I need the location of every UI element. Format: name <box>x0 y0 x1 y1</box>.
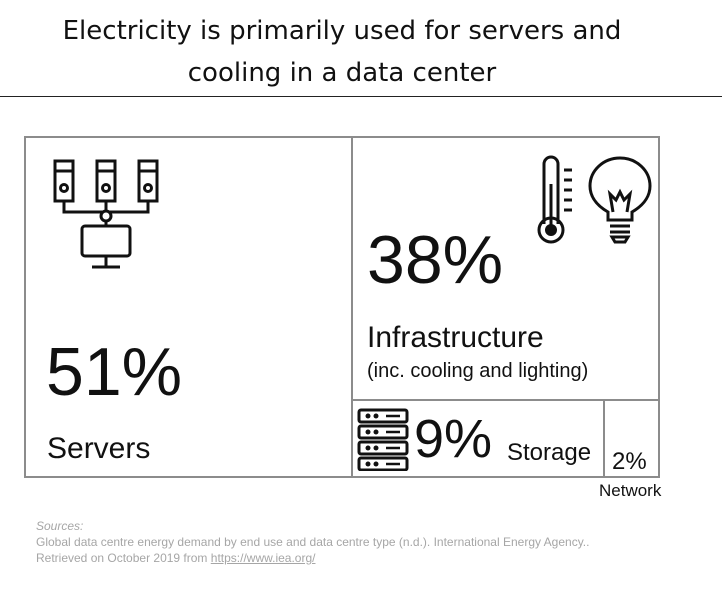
sources-citation: Global data centre energy demand by end … <box>36 535 590 549</box>
thermometer-icon <box>537 155 572 244</box>
chart-title: Electricity is primarily used for server… <box>0 10 684 94</box>
sources-retrieved-line: Retrieved on October 2019 from https://w… <box>36 550 676 566</box>
servers-value: 51% <box>46 334 183 410</box>
chart-title-line-1: Electricity is primarily used for server… <box>62 16 622 46</box>
server-rack-network-icon <box>53 159 159 269</box>
lightbulb-icon <box>588 156 652 244</box>
storage-drive-icon <box>357 408 409 471</box>
network-label: Network <box>599 481 662 500</box>
treemap-tile-infrastructure <box>351 136 660 401</box>
sources-retrieved: Retrieved on October 2019 from <box>36 551 211 565</box>
sources-note: Sources: Global data centre energy deman… <box>36 518 676 566</box>
chart-title-line-2: cooling in a data center <box>187 58 497 88</box>
sources-link[interactable]: https://www.iea.org/ <box>210 551 316 565</box>
treemap-tile-servers <box>24 136 353 478</box>
infrastructure-value: 38% <box>367 222 504 298</box>
storage-label: Storage <box>507 439 592 466</box>
network-value: 2% <box>612 448 647 475</box>
infrastructure-label: Infrastructure <box>367 321 544 354</box>
storage-value: 9% <box>414 409 493 469</box>
servers-label: Servers <box>47 432 151 465</box>
infrastructure-sublabel: (inc. cooling and lighting) <box>367 360 589 382</box>
title-divider <box>0 96 722 97</box>
sources-heading: Sources: <box>36 519 84 533</box>
treemap-tile-network <box>603 399 660 478</box>
